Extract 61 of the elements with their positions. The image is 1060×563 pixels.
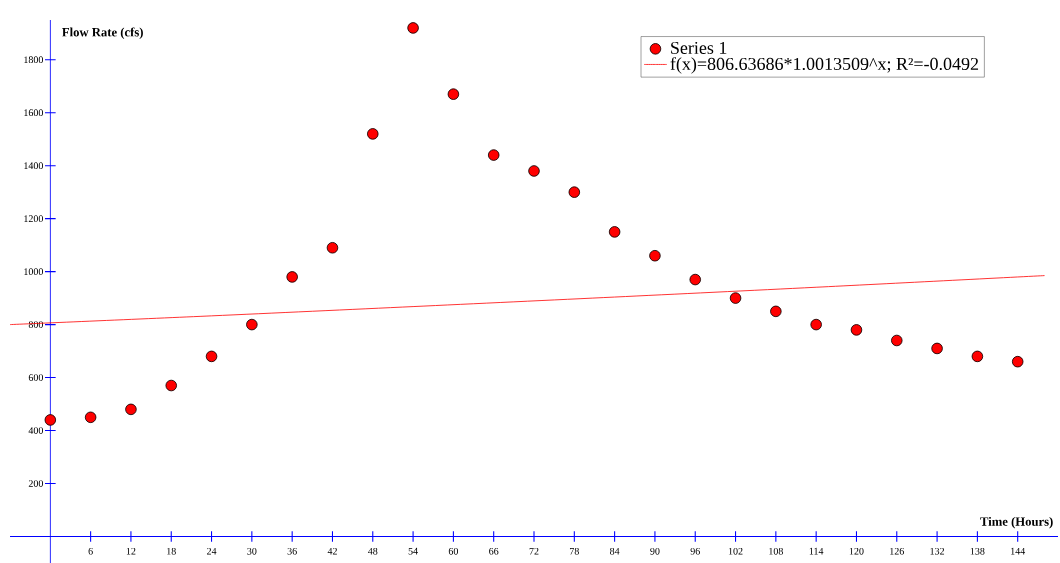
- x-tick-label: 96: [690, 547, 700, 555]
- point: [850, 324, 863, 336]
- x-tick-label: 24: [206, 547, 217, 555]
- y-tick-label: 1800: [24, 56, 44, 64]
- x-tick-label: 6: [88, 547, 93, 555]
- y-tick-label: 1200: [24, 215, 44, 223]
- point: [689, 273, 701, 286]
- y-tick-label: 1000: [24, 268, 44, 275]
- point: [246, 318, 258, 331]
- y-tick-label: 1400: [24, 162, 44, 170]
- point: [1011, 355, 1024, 368]
- x-tick-label: 30: [247, 547, 257, 555]
- x-tick-label: 18: [167, 547, 176, 555]
- x-tick-label: 108: [769, 547, 783, 555]
- x-tick-label: 90: [650, 547, 660, 555]
- x-axis-title: Time (Hours): [980, 516, 1053, 529]
- x-tick-label: 66: [489, 547, 499, 555]
- x-tick-label: 102: [728, 547, 743, 555]
- x-tick-label: 132: [930, 547, 945, 555]
- point: [165, 379, 177, 392]
- point: [125, 403, 137, 416]
- point: [447, 88, 460, 100]
- x-tick-label: 114: [809, 547, 824, 555]
- x-tick-label: 36: [287, 547, 297, 555]
- x-tick-label: 120: [849, 547, 864, 555]
- y-tick-label: 600: [28, 374, 44, 381]
- x-tick-label: 60: [448, 547, 459, 555]
- point: [528, 165, 540, 177]
- point: [608, 226, 621, 238]
- point: [367, 128, 379, 140]
- point: [649, 250, 661, 262]
- x-tick-label: 126: [890, 547, 904, 555]
- point: [487, 149, 500, 161]
- y-tick-label: 1600: [24, 109, 44, 117]
- point: [810, 318, 822, 331]
- x-tick-label: 144: [1011, 547, 1026, 555]
- legend-label: Series 1: [671, 41, 727, 54]
- legend-label: f(x)=806.63686*1.0013509^x; R²=-0.0492: [670, 57, 979, 74]
- point: [407, 22, 419, 34]
- point: [729, 292, 742, 304]
- point: [326, 242, 339, 254]
- x-tick-label: 48: [367, 547, 378, 555]
- point: [931, 342, 943, 355]
- y-tick-label: 200: [28, 480, 44, 487]
- x-tick-label: 54: [408, 547, 418, 555]
- x-tick-label: 138: [970, 547, 985, 555]
- x-tick-label: 84: [610, 547, 620, 555]
- x-tick-label: 42: [327, 547, 337, 555]
- point: [891, 334, 903, 347]
- point: [205, 350, 218, 363]
- point: [44, 414, 57, 426]
- y-tick-label: 400: [28, 427, 44, 434]
- point: [568, 186, 581, 198]
- point: [84, 411, 97, 424]
- x-tick-label: 12: [126, 547, 136, 555]
- x-tick-label: 78: [569, 547, 579, 555]
- point: [770, 305, 782, 318]
- point: [286, 271, 298, 283]
- x-tick-label: 72: [529, 547, 539, 555]
- y-axis-title: Flow Rate (cfs): [62, 27, 143, 40]
- point: [971, 350, 984, 363]
